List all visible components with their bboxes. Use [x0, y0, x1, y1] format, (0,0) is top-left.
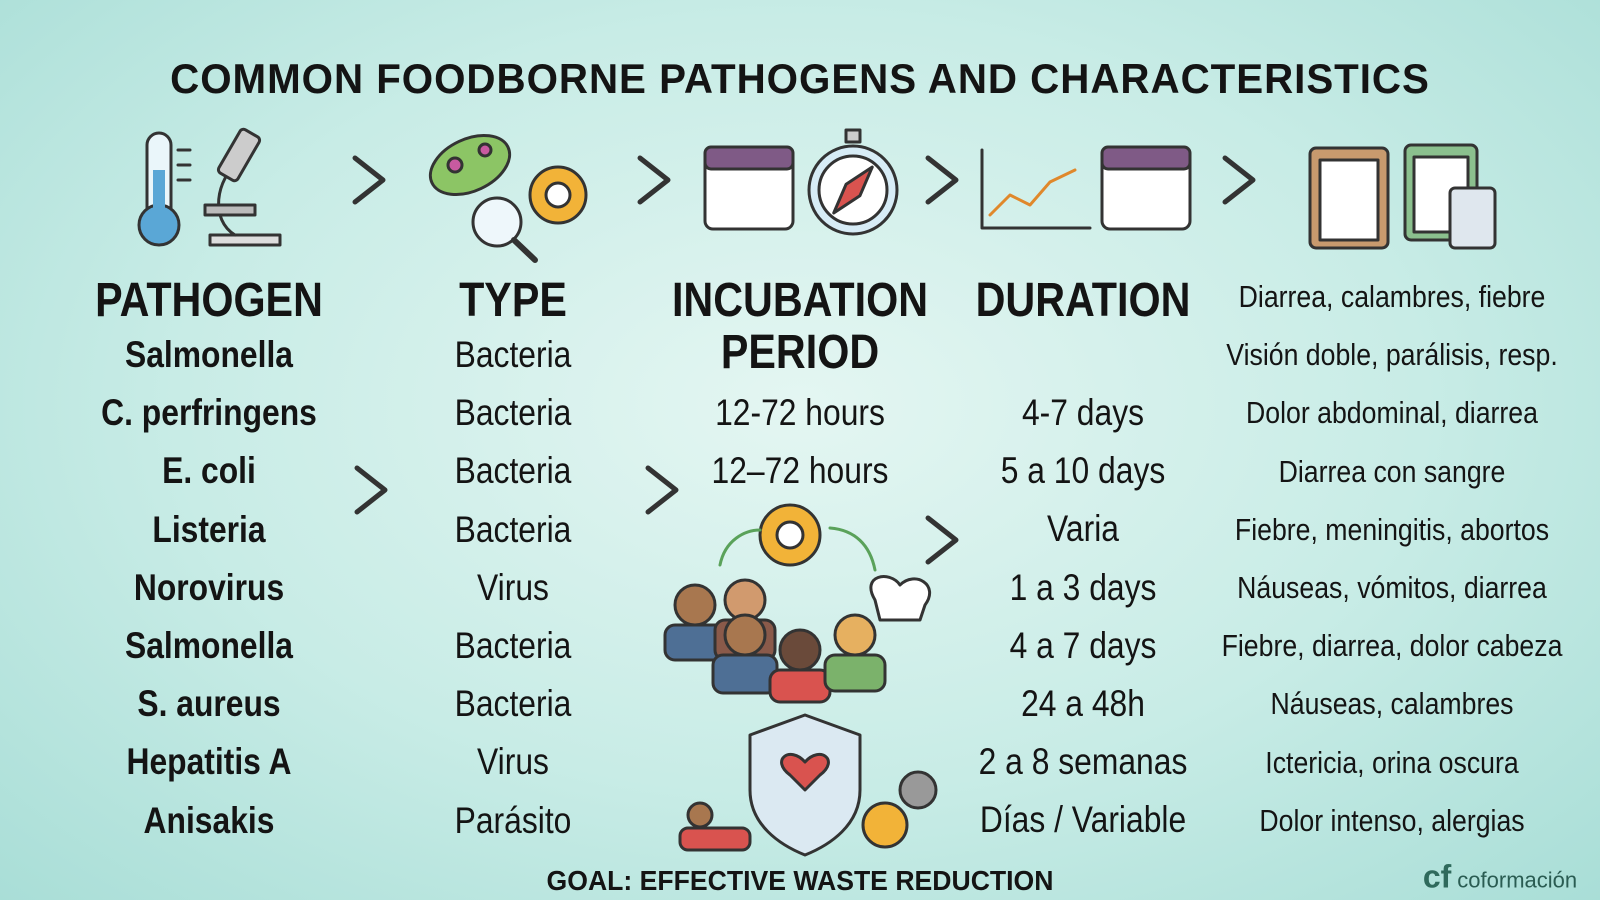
type: Parásito: [454, 799, 572, 841]
pathogen: S. aureus: [137, 683, 281, 725]
type: Bacteria: [454, 508, 572, 550]
clipboards: [1308, 143, 1497, 250]
symptoms: Visión doble, parálisis, resp.: [1226, 337, 1558, 373]
type: Bacteria: [454, 334, 572, 375]
duration: 4-7 days: [1021, 392, 1145, 433]
type: Bacteria: [454, 625, 572, 666]
duration: 4 a 7 days: [1009, 624, 1157, 666]
pathogen: C. perfringens: [101, 392, 317, 434]
team-gear: [663, 503, 932, 704]
symptoms: Dolor abdominal, diarrea: [1246, 395, 1538, 431]
goal: GOAL: EFFECTIVE WASTE REDUCTION: [546, 865, 1054, 896]
column-header: TYPE: [459, 274, 567, 327]
pathogen: Salmonella: [124, 625, 294, 666]
symptoms: Dolor intenso, alergias: [1259, 802, 1525, 838]
column-header: INCUBATION PERIOD: [671, 274, 929, 379]
type: Bacteria: [454, 450, 572, 492]
bacteria-gear: [428, 133, 588, 263]
type: Bacteria: [454, 392, 572, 434]
symptoms: Náuseas, calambres: [1270, 686, 1514, 722]
symptoms: Ictericia, orina oscura: [1265, 744, 1519, 780]
type: Bacteria: [454, 683, 572, 725]
column-header: PATHOGEN: [95, 274, 323, 327]
duration: 24 a 48h: [1021, 683, 1145, 724]
thermometer-microscope: [137, 127, 282, 247]
pathogen: Hepatitis A: [126, 741, 292, 783]
pathogen: Listeria: [152, 508, 266, 550]
brand-name: coformación: [1457, 867, 1578, 893]
symptoms: Diarrea con sangre: [1278, 453, 1506, 489]
chevrons: [352, 155, 1256, 565]
title: COMMON FOODBORNE PATHOGENS AND CHARACTER…: [170, 55, 1430, 102]
chart-calendar: [980, 145, 1192, 231]
pathogen: Salmonella: [124, 334, 294, 375]
duration: 1 a 3 days: [1009, 566, 1157, 608]
brand: cf coformación: [1423, 859, 1577, 896]
symptoms: Diarrea, calambres, fiebre: [1238, 279, 1546, 314]
shield-group: [678, 713, 938, 857]
incubation: 12–72 hours: [711, 450, 889, 492]
duration: 2 a 8 semanas: [978, 741, 1188, 783]
duration: Días / Variable: [979, 799, 1187, 841]
duration: Varia: [1047, 508, 1119, 550]
column-header: DURATION: [975, 274, 1191, 327]
symptoms: Náuseas, vómitos, diarrea: [1237, 570, 1547, 605]
symptoms: Fiebre, diarrea, dolor cabeza: [1221, 628, 1563, 664]
pathogen: E. coli: [162, 450, 256, 492]
pathogen: Anisakis: [143, 799, 275, 841]
pathogen: Norovirus: [133, 566, 285, 608]
type: Virus: [477, 566, 549, 608]
type: Virus: [477, 741, 549, 783]
incubation: 12-72 hours: [715, 392, 885, 433]
brand-logo: cf: [1422, 858, 1452, 895]
symptoms: Fiebre, meningitis, abortos: [1234, 511, 1550, 547]
duration: 5 a 10 days: [1000, 450, 1166, 492]
calendar-compass: [703, 128, 899, 236]
